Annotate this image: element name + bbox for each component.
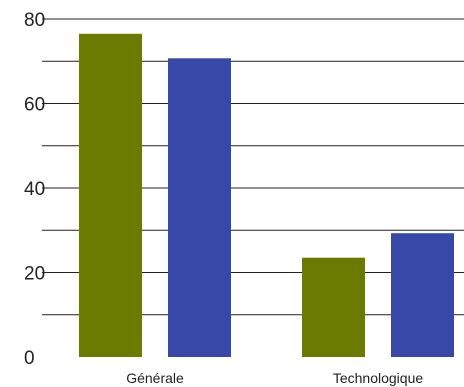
bars bbox=[79, 33, 454, 357]
x-category-label-technologique: Technologique bbox=[333, 370, 424, 386]
bar-technologique-series-2 bbox=[391, 233, 454, 357]
y-tick-label-0: 0 bbox=[24, 348, 35, 369]
y-tick-label-20: 20 bbox=[24, 264, 45, 285]
y-axis-ticks: 0 20 40 60 80 bbox=[24, 10, 45, 369]
bar-generale-series-2 bbox=[168, 58, 231, 357]
y-tick-label-80: 80 bbox=[24, 10, 45, 31]
bar-technologique-series-1 bbox=[302, 257, 365, 357]
bar-generale-series-1 bbox=[79, 33, 142, 357]
y-tick-label-60: 60 bbox=[24, 95, 45, 116]
y-tick-label-40: 40 bbox=[24, 179, 45, 200]
x-category-label-generale: Générale bbox=[126, 370, 184, 386]
x-axis-categories: Générale Technologique bbox=[126, 370, 423, 386]
